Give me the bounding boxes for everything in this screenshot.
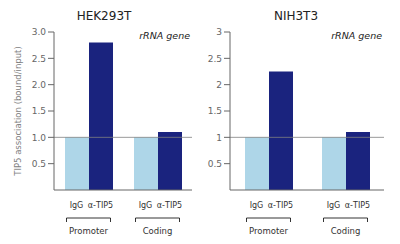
svg-text:Coding: Coding [143,226,173,236]
svg-text:IgG: IgG [327,201,341,210]
svg-text:2: 2 [216,80,222,90]
svg-text:Promoter: Promoter [249,226,289,236]
svg-text:IgG: IgG [139,201,153,210]
svg-text:2.0: 2.0 [32,80,47,90]
svg-text:2.5: 2.5 [208,54,222,64]
svg-text:1.5: 1.5 [32,106,46,116]
svg-text:1.0: 1.0 [32,133,47,143]
svg-text:α-TIP5: α-TIP5 [345,201,370,210]
svg-text:α-TIP5: α-TIP5 [157,201,182,210]
svg-text:0.5: 0.5 [32,159,46,169]
html-text:rRNA gene: rRNA gene [139,30,190,41]
svg-text:1.5: 1.5 [208,106,222,116]
svg-text:1: 1 [216,133,222,143]
svg-text:3: 3 [216,27,222,37]
svg-text:0.5: 0.5 [208,159,222,169]
svg-text:Promoter: Promoter [69,226,109,236]
html-text:HEK293T: HEK293T [76,9,132,23]
svg-text:IgG: IgG [250,201,264,210]
html-text:NIH3T3: NIH3T3 [273,9,319,23]
svg-text:3.0: 3.0 [32,27,47,37]
svg-text:TIP5 association (bound/input): TIP5 association (bound/input) [13,46,23,177]
svg-text:2.5: 2.5 [32,54,46,64]
svg-text:α-TIP5: α-TIP5 [88,201,113,210]
html-text:rRNA gene: rRNA gene [331,30,382,41]
svg-text:α-TIP5: α-TIP5 [268,201,293,210]
svg-text:Coding: Coding [331,226,361,236]
svg-text:IgG: IgG [70,201,84,210]
